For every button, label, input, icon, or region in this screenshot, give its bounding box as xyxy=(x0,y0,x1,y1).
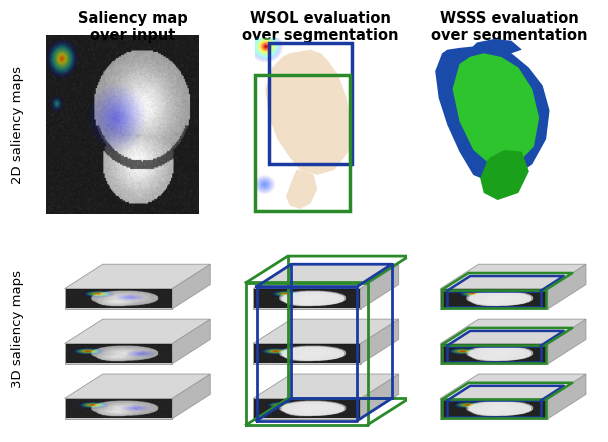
Polygon shape xyxy=(440,374,586,398)
Polygon shape xyxy=(470,39,522,53)
Polygon shape xyxy=(440,319,586,343)
Polygon shape xyxy=(452,53,539,168)
Polygon shape xyxy=(172,264,210,309)
Polygon shape xyxy=(253,319,399,343)
Bar xyxy=(255,75,350,211)
Text: WSSS evaluation
over segmentation: WSSS evaluation over segmentation xyxy=(430,11,587,43)
Polygon shape xyxy=(64,374,210,398)
Polygon shape xyxy=(172,319,210,364)
Polygon shape xyxy=(64,264,210,289)
Polygon shape xyxy=(548,319,586,364)
Polygon shape xyxy=(361,374,399,419)
Polygon shape xyxy=(361,264,399,309)
Polygon shape xyxy=(64,319,210,343)
Polygon shape xyxy=(253,374,399,398)
Text: 2D saliency maps: 2D saliency maps xyxy=(10,66,24,183)
Polygon shape xyxy=(253,343,361,364)
Text: Saliency map
over input: Saliency map over input xyxy=(78,11,187,43)
Polygon shape xyxy=(253,289,361,309)
Polygon shape xyxy=(440,264,586,289)
Polygon shape xyxy=(265,50,352,175)
Polygon shape xyxy=(440,398,548,419)
Polygon shape xyxy=(64,289,172,309)
Polygon shape xyxy=(440,343,548,364)
Polygon shape xyxy=(253,264,399,289)
Polygon shape xyxy=(435,46,550,182)
Bar xyxy=(269,42,352,164)
Text: 3D saliency maps: 3D saliency maps xyxy=(10,271,24,388)
Polygon shape xyxy=(64,398,172,419)
Polygon shape xyxy=(172,374,210,419)
Polygon shape xyxy=(548,264,586,309)
Polygon shape xyxy=(253,398,361,419)
Text: WSOL evaluation
over segmentation: WSOL evaluation over segmentation xyxy=(242,11,399,43)
Polygon shape xyxy=(286,170,317,209)
Polygon shape xyxy=(64,343,172,364)
Polygon shape xyxy=(361,319,399,364)
Polygon shape xyxy=(548,374,586,419)
Polygon shape xyxy=(440,289,548,309)
Polygon shape xyxy=(480,150,529,200)
